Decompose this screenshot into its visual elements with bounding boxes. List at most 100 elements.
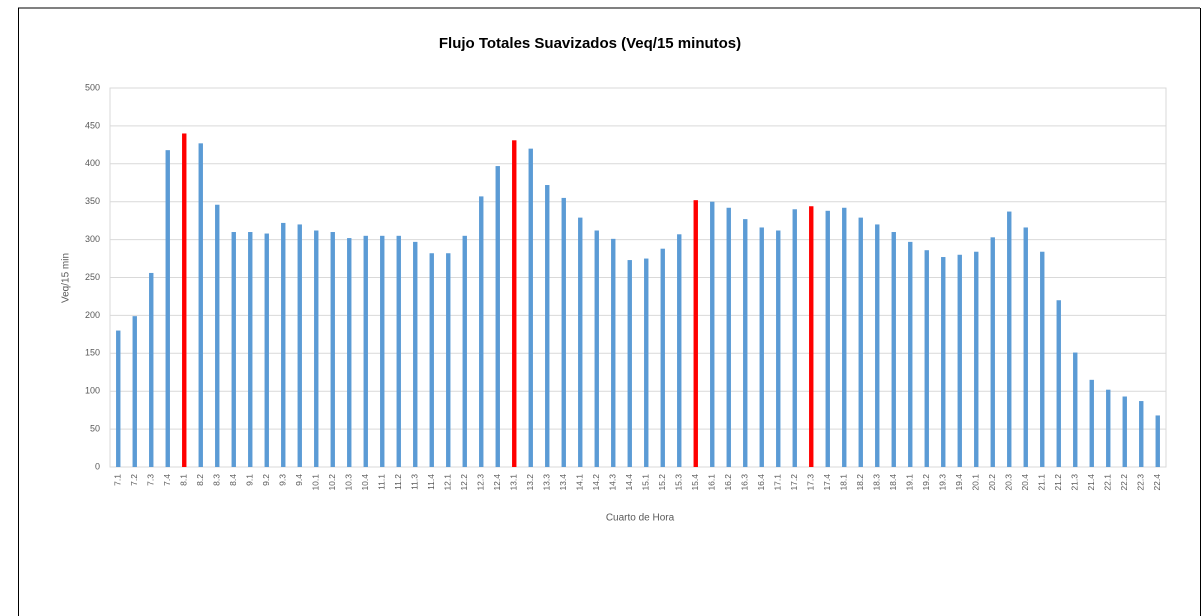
bar — [941, 257, 946, 467]
y-tick-label: 350 — [85, 196, 100, 206]
y-tick-label: 200 — [85, 310, 100, 320]
bar — [479, 196, 484, 468]
x-tick-label: 8.2 — [195, 474, 205, 486]
bar — [611, 238, 616, 467]
x-tick-label: 22.3 — [1136, 474, 1146, 491]
bar — [413, 241, 418, 467]
x-tick-label: 13.3 — [542, 474, 552, 491]
x-tick-label: 18.3 — [872, 474, 882, 491]
x-tick-label: 13.4 — [558, 474, 568, 491]
x-axis-label: Cuarto de Hora — [606, 513, 675, 524]
x-tick-label: 16.3 — [740, 474, 750, 491]
x-tick-label: 17.1 — [773, 474, 783, 491]
x-tick-label: 8.3 — [212, 474, 222, 486]
y-tick-label: 0 — [95, 461, 100, 471]
bar — [990, 237, 995, 467]
bar — [462, 235, 467, 467]
bar — [1056, 300, 1061, 467]
bar — [495, 166, 500, 467]
bar — [248, 232, 253, 467]
bar — [264, 233, 269, 467]
bar — [875, 224, 880, 467]
x-tick-label: 9.2 — [261, 474, 271, 486]
x-tick-label: 16.4 — [756, 474, 766, 491]
bar — [380, 235, 385, 467]
bar — [693, 200, 698, 467]
x-tick-label: 20.4 — [1020, 474, 1030, 491]
x-tick-label: 19.1 — [905, 474, 915, 491]
x-tick-label: 11.3 — [410, 474, 420, 490]
x-tick-label: 17.3 — [806, 474, 816, 491]
bar — [660, 248, 665, 467]
x-tick-label: 11.4 — [426, 474, 436, 490]
bar — [743, 219, 748, 467]
bar — [957, 254, 962, 467]
bar — [842, 207, 847, 468]
bar — [1122, 396, 1127, 467]
x-tick-label: 7.3 — [146, 474, 156, 486]
y-axis-label: Veq/15 min — [61, 253, 72, 303]
bar — [396, 235, 401, 467]
x-tick-label: 22.2 — [1119, 474, 1129, 491]
bar — [215, 204, 220, 467]
x-tick-label: 20.1 — [971, 474, 981, 491]
x-tick-label: 14.1 — [575, 474, 585, 491]
bar — [512, 140, 517, 467]
x-tick-label: 10.4 — [360, 474, 370, 491]
x-tick-label: 18.1 — [839, 474, 849, 491]
bar — [330, 232, 335, 467]
bar — [792, 209, 797, 467]
x-tick-label: 7.4 — [162, 474, 172, 486]
x-tick-label: 9.3 — [278, 474, 288, 486]
x-tick-label: 8.4 — [228, 474, 238, 486]
y-tick-label: 400 — [85, 158, 100, 168]
x-tick-label: 12.1 — [443, 474, 453, 491]
bar — [644, 258, 649, 467]
bar — [116, 330, 121, 467]
bar — [776, 230, 781, 467]
x-tick-label: 20.2 — [987, 474, 997, 491]
bar — [149, 272, 154, 467]
bar — [1089, 379, 1094, 467]
bar — [677, 234, 682, 467]
x-tick-label: 22.1 — [1103, 474, 1113, 491]
bar — [974, 251, 979, 467]
x-tick-label: 14.2 — [591, 474, 601, 491]
bar — [759, 227, 764, 467]
bar — [429, 253, 434, 467]
bar — [809, 206, 814, 468]
x-tick-label: 13.1 — [509, 474, 519, 491]
y-tick-label: 450 — [85, 120, 100, 130]
x-tick-label: 18.4 — [888, 474, 898, 491]
bar — [165, 150, 170, 467]
y-tick-label: 500 — [85, 82, 100, 92]
x-tick-label: 10.3 — [344, 474, 354, 491]
bar — [446, 253, 451, 467]
bar — [132, 316, 137, 467]
x-tick-label: 15.4 — [690, 474, 700, 491]
bar — [347, 238, 352, 467]
bar — [594, 230, 599, 467]
bar — [1040, 251, 1045, 467]
bar — [627, 260, 632, 467]
x-tick-label: 16.2 — [723, 474, 733, 491]
bar — [924, 250, 929, 467]
x-tick-label: 14.3 — [608, 474, 618, 491]
y-tick-label: 100 — [85, 386, 100, 396]
x-tick-label: 22.4 — [1152, 474, 1162, 491]
bar — [858, 217, 863, 467]
bar — [710, 201, 715, 467]
chart-title: Flujo Totales Suavizados (Veq/15 minutos… — [439, 35, 741, 52]
x-tick-label: 16.1 — [707, 474, 717, 491]
y-tick-label: 150 — [85, 348, 100, 358]
x-tick-label: 19.4 — [954, 474, 964, 491]
bar — [1139, 401, 1144, 467]
bar — [545, 185, 550, 468]
x-tick-label: 21.3 — [1070, 474, 1080, 491]
bar — [297, 224, 302, 467]
bar — [1023, 227, 1028, 467]
x-tick-label: 15.2 — [657, 474, 667, 491]
x-tick-label: 21.4 — [1086, 474, 1096, 491]
x-tick-label: 9.4 — [294, 474, 304, 486]
